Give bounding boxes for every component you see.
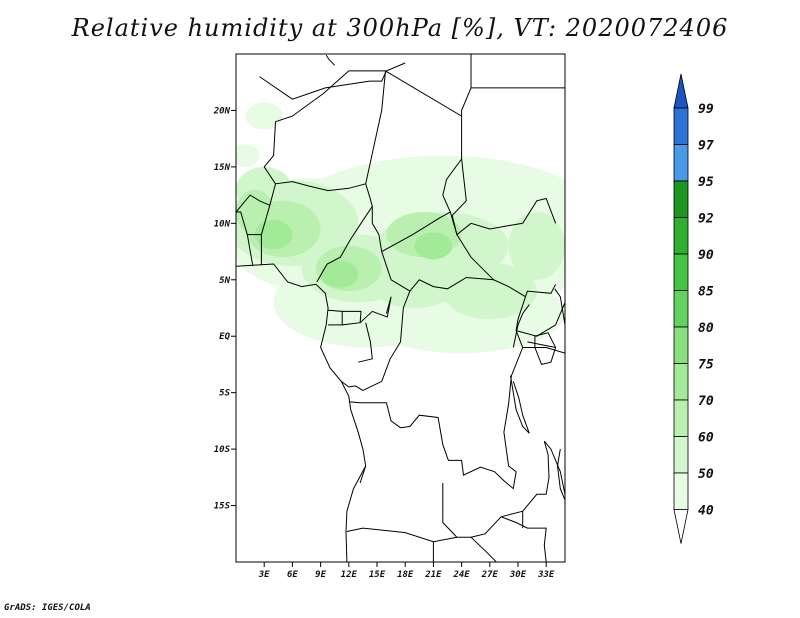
border-line <box>510 375 530 434</box>
border-line <box>348 296 526 490</box>
border-line <box>543 440 565 495</box>
border-line <box>449 211 494 281</box>
lat-tick-label: 5N <box>219 276 230 286</box>
border-line <box>365 70 463 253</box>
border-line <box>461 54 472 117</box>
axis-ticks: 20N 15N 10N 5N EQ 5S 10S 15S 3E 6E 9E 12E 15E 18E 21E 2… <box>213 106 555 580</box>
border-line <box>442 441 550 538</box>
lon-tick-label: 24E <box>452 570 470 580</box>
humidity-contour <box>320 260 359 288</box>
border-line <box>556 449 565 501</box>
border-line <box>527 341 556 348</box>
colorbar-level-label: 50 <box>698 467 714 482</box>
border-line <box>236 194 271 213</box>
humidity-contour <box>236 144 260 167</box>
colorbar-level-label: 40 <box>698 504 714 519</box>
lon-tick-label: 6E <box>287 570 298 580</box>
chart-title: Relative humidity at 300hPa [%], VT: 202… <box>71 14 729 42</box>
border-line <box>554 288 565 325</box>
colorbar-level-label: 60 <box>698 431 714 446</box>
lon-tick-label: 12E <box>341 570 358 580</box>
colorbar-segment <box>673 180 689 218</box>
border-line <box>263 70 386 185</box>
colorbar-segment <box>673 290 689 328</box>
lon-tick-label: 15E <box>369 570 386 580</box>
lat-tick-label: 10S <box>214 445 231 455</box>
humidity-field <box>236 102 565 354</box>
border-line <box>260 181 373 283</box>
border-line <box>470 536 497 562</box>
border-line <box>341 290 411 391</box>
border-line <box>359 465 367 484</box>
border-line <box>522 347 565 354</box>
border-line <box>432 541 434 562</box>
lon-tick-label: 3E <box>258 570 270 580</box>
colorbar-top-arrow <box>673 73 689 109</box>
colorbar-segment <box>673 144 689 182</box>
lat-tick-label: 15S <box>214 502 231 512</box>
humidity-contour <box>254 219 293 250</box>
border-line <box>358 322 373 363</box>
colorbar-level-label: 70 <box>698 394 714 409</box>
border-line <box>342 310 362 323</box>
border-line <box>346 527 457 543</box>
colorbar-segment <box>673 399 689 437</box>
colorbar-level-label: 92 <box>698 212 714 227</box>
border-line <box>451 158 557 236</box>
humidity-contour <box>442 262 537 320</box>
lon-tick-label: 21E <box>424 570 442 580</box>
border-line <box>236 211 254 267</box>
lon-tick-label: 30E <box>509 570 527 580</box>
colorbar-level-label: 97 <box>698 139 714 154</box>
colorbar-segment <box>673 217 689 255</box>
map-frame <box>235 53 566 563</box>
humidity-contour <box>245 102 283 130</box>
lon-tick-label: 18E <box>397 570 414 580</box>
border-line <box>515 302 565 337</box>
lon-tick-label: 33E <box>537 570 555 580</box>
grads-credit: GrADS: IGES/COLA <box>4 603 91 613</box>
colorbar: 40 50 60 70 75 80 85 90 92 95 97 99 <box>673 73 714 544</box>
humidity-contour <box>367 251 462 308</box>
border-line <box>236 263 367 562</box>
colorbar-segment <box>673 107 689 145</box>
border-line <box>328 296 392 326</box>
colorbar-level-label: 85 <box>698 285 714 300</box>
lat-tick-label: 10N <box>214 219 231 229</box>
lon-tick-label: 9E <box>315 570 326 580</box>
colorbar-segment <box>673 472 689 510</box>
lat-tick-label: 5S <box>219 389 230 399</box>
colorbar-level-label: 75 <box>698 358 714 373</box>
colorbar-segment <box>673 436 689 474</box>
colorbar-bottom-arrow <box>673 509 689 544</box>
border-line <box>512 304 530 348</box>
humidity-contour <box>508 212 565 280</box>
colorbar-level-label: 80 <box>698 321 714 336</box>
country-borders <box>236 54 565 562</box>
border-line <box>259 62 406 100</box>
lat-tick-label: 20N <box>213 106 231 116</box>
lon-tick-label: 27E <box>481 570 499 580</box>
colorbar-level-label: 90 <box>698 248 714 263</box>
colorbar-segment <box>673 253 689 291</box>
humidity-contour <box>414 232 453 260</box>
colorbar-level-label: 99 <box>698 102 714 117</box>
colorbar-level-label: 95 <box>698 175 714 190</box>
lat-tick-label: 15N <box>214 163 231 173</box>
border-line <box>500 516 547 562</box>
lat-tick-label: EQ <box>219 332 230 342</box>
colorbar-segment <box>673 326 689 364</box>
colorbar-segment <box>673 363 689 401</box>
border-line <box>325 54 336 66</box>
